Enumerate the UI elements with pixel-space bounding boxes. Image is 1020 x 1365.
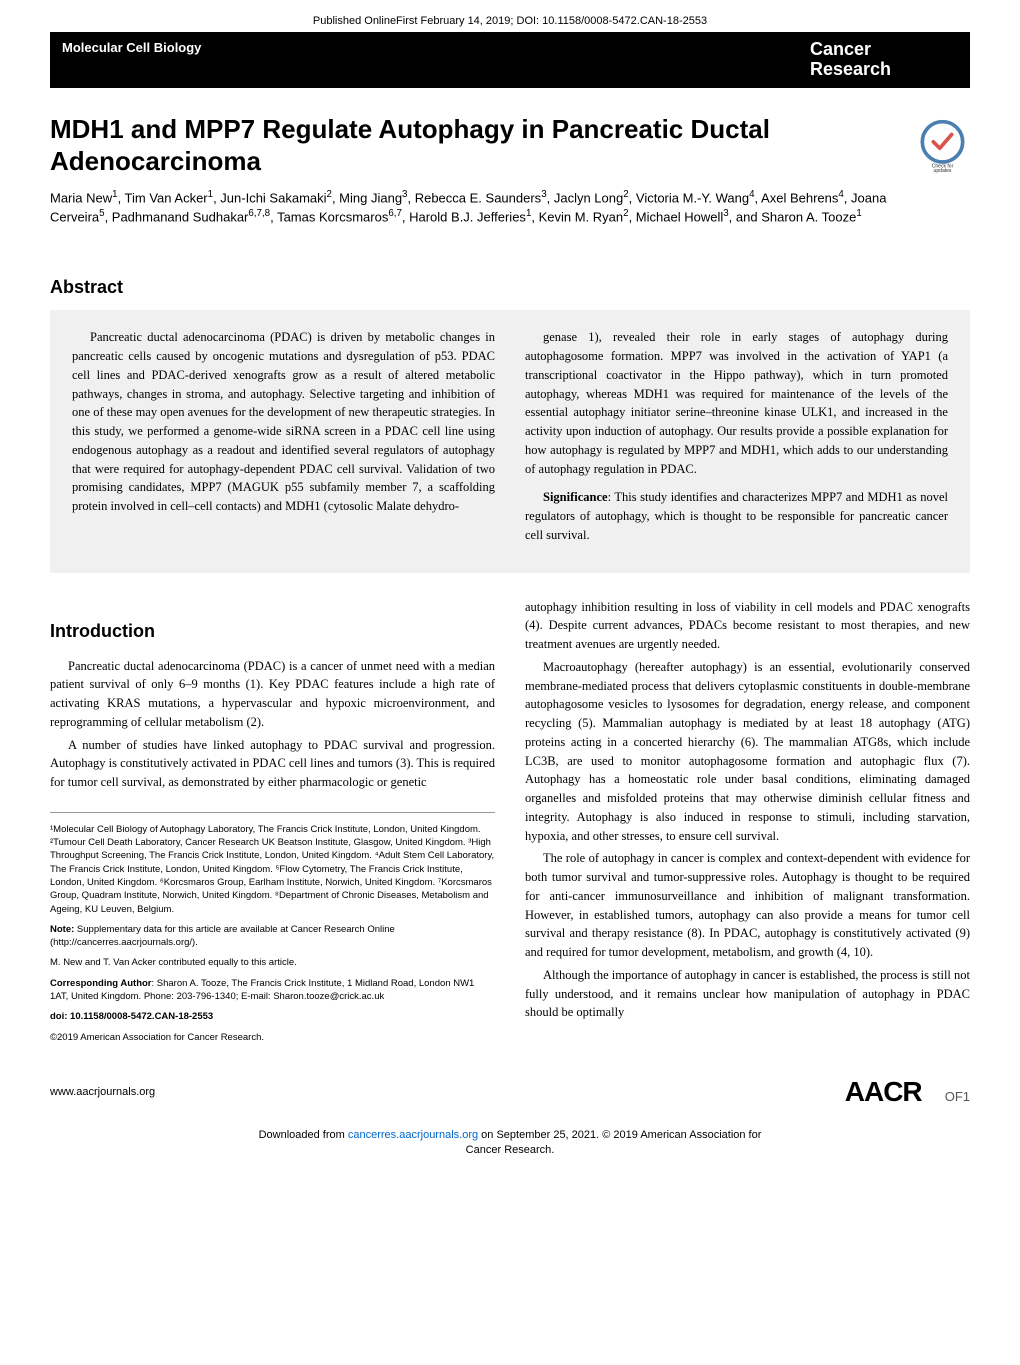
affiliations-block: ¹Molecular Cell Biology of Autophagy Lab…	[50, 812, 495, 1044]
download-link[interactable]: cancerres.aacrjournals.org	[348, 1129, 478, 1141]
author-list: Maria New1, Tim Van Acker1, Jun-Ichi Sak…	[50, 188, 900, 228]
download-note: Downloaded from cancerres.aacrjournals.o…	[50, 1128, 970, 1159]
supplementary-note: Supplementary data for this article are …	[50, 924, 395, 948]
intro-right-p1: autophagy inhibition resulting in loss o…	[525, 598, 970, 654]
intro-right-p2: Macroautophagy (hereafter autophagy) is …	[525, 658, 970, 846]
download-line2: Cancer Research.	[466, 1144, 555, 1156]
check-updates-icon[interactable]: Check for updates	[915, 118, 970, 173]
intro-left-p1: Pancreatic ductal adenocarcinoma (PDAC) …	[50, 657, 495, 732]
abstract-right-p1: genase 1), revealed their role in early …	[525, 328, 948, 478]
svg-text:updates: updates	[934, 168, 952, 173]
introduction-heading: Introduction	[50, 618, 495, 645]
download-after: on September 25, 2021. © 2019 American A…	[478, 1129, 761, 1141]
journal-name-line1: Cancer	[810, 40, 950, 60]
article-category: Molecular Cell Biology	[50, 32, 790, 88]
page-number: OF1	[945, 1089, 970, 1104]
download-before: Downloaded from	[259, 1129, 348, 1141]
abstract-box: Pancreatic ductal adenocarcinoma (PDAC) …	[50, 310, 970, 572]
equal-contribution: M. New and T. Van Acker contributed equa…	[50, 956, 495, 969]
intro-right-p4: Although the importance of autophagy in …	[525, 966, 970, 1022]
copyright-text: ©2019 American Association for Cancer Re…	[50, 1031, 495, 1044]
footer-url: www.aacrjournals.org	[50, 1086, 155, 1098]
article-title: MDH1 and MPP7 Regulate Autophagy in Panc…	[50, 113, 900, 178]
aacr-logo: AACR	[845, 1076, 922, 1107]
affiliations: ¹Molecular Cell Biology of Autophagy Lab…	[50, 823, 495, 916]
doi-text: doi: 10.1158/0008-5472.CAN-18-2553	[50, 1011, 213, 1022]
publication-header: Published OnlineFirst February 14, 2019;…	[50, 0, 970, 32]
journal-banner: Molecular Cell Biology Cancer Research	[50, 32, 970, 88]
intro-right-p3: The role of autophagy in cancer is compl…	[525, 849, 970, 962]
abstract-heading: Abstract	[50, 277, 970, 298]
intro-left-p2: A number of studies have linked autophag…	[50, 736, 495, 792]
page-footer: www.aacrjournals.org AACR OF1	[50, 1076, 970, 1108]
journal-name: Cancer Research	[790, 32, 970, 88]
journal-name-line2: Research	[810, 60, 950, 80]
significance-label: Significance	[543, 490, 608, 504]
abstract-left: Pancreatic ductal adenocarcinoma (PDAC) …	[72, 328, 495, 516]
